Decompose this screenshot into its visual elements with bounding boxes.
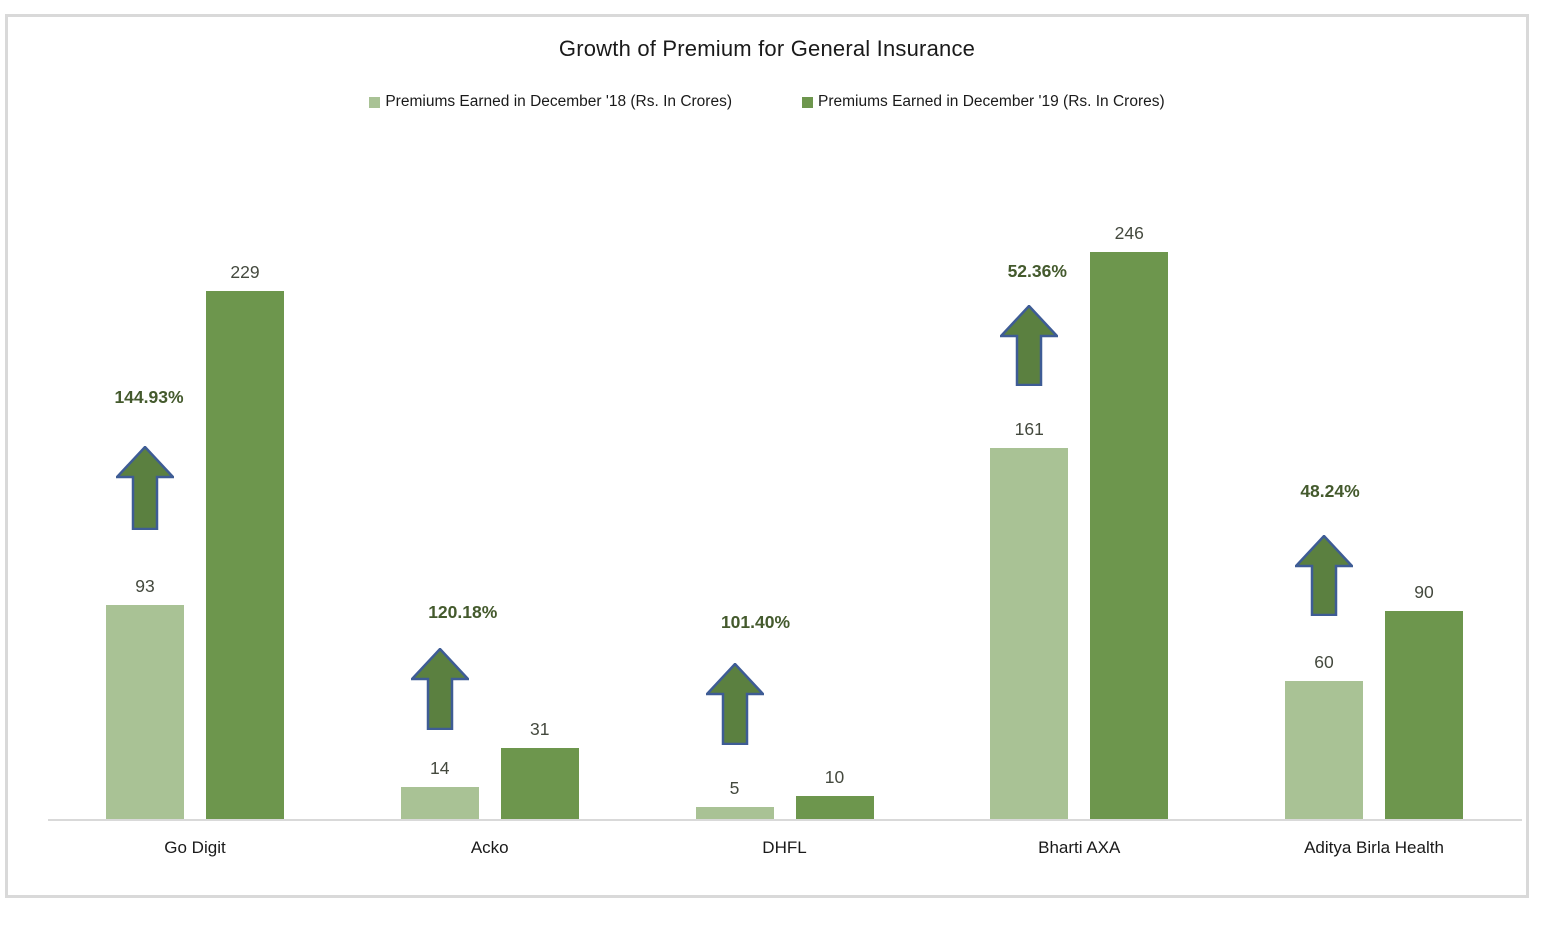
x-axis-line xyxy=(48,819,1522,821)
bar-value-label: 90 xyxy=(1414,582,1434,602)
growth-up-arrow-icon xyxy=(114,445,176,531)
bar-dec19 xyxy=(795,796,874,819)
growth-percent-label: 120.18% xyxy=(428,602,498,622)
legend-label-dec18: Premiums Earned in December '18 (Rs. In … xyxy=(385,93,732,110)
growth-percent-label: 48.24% xyxy=(1300,481,1360,501)
growth-up-arrow-icon xyxy=(1293,534,1355,617)
growth-percent-label: 144.93% xyxy=(114,387,184,407)
category-label: Go Digit xyxy=(164,838,226,857)
growth-up-arrow-icon xyxy=(408,647,471,731)
bar-value-label: 161 xyxy=(1014,419,1044,439)
legend-label-dec19: Premiums Earned in December '19 (Rs. In … xyxy=(818,93,1165,110)
bar-value-label: 229 xyxy=(230,262,260,282)
chart-title: Growth of Premium for General Insurance xyxy=(558,36,976,61)
bar-dec18 xyxy=(695,807,774,819)
bar-dec19 xyxy=(1385,611,1463,819)
category-label: Bharti AXA xyxy=(1038,838,1121,857)
bar-value-label: 5 xyxy=(729,778,740,798)
category-label: Aditya Birla Health xyxy=(1304,838,1444,857)
legend-swatch-dec19-icon xyxy=(802,96,813,108)
bar-dec19 xyxy=(1090,252,1169,819)
bar-value-label: 60 xyxy=(1314,652,1334,672)
bar-value-label: 14 xyxy=(430,758,450,778)
growth-percent-label: 101.40% xyxy=(720,612,791,632)
category-label: Acko xyxy=(470,838,509,857)
legend-item-dec19: Premiums Earned in December '19 (Rs. In … xyxy=(802,93,1165,111)
bar-value-label: 246 xyxy=(1114,223,1144,243)
growth-up-arrow-icon xyxy=(703,662,766,746)
bar-dec19 xyxy=(206,291,284,819)
bar-value-label: 31 xyxy=(530,719,550,739)
legend: Premiums Earned in December '18 (Rs. In … xyxy=(8,93,1526,111)
growth-up-arrow-icon xyxy=(998,304,1061,387)
bar-dec18 xyxy=(106,605,184,819)
chart-frame: Growth of Premium for General Insurance … xyxy=(5,14,1529,898)
bar-value-label: 93 xyxy=(135,576,155,596)
bar-dec19 xyxy=(500,748,579,819)
category-label: DHFL xyxy=(762,838,807,857)
growth-percent-label: 52.36% xyxy=(1007,261,1067,281)
legend-item-dec18: Premiums Earned in December '18 (Rs. In … xyxy=(369,93,732,111)
plot-area: 93 229 144.93% Go Digit 14 31 120.18% Acko 5 10 10… xyxy=(8,17,1526,895)
bar-dec18 xyxy=(990,448,1069,819)
legend-swatch-dec18-icon xyxy=(369,96,381,108)
bar-value-label: 10 xyxy=(824,767,845,787)
bar-dec18 xyxy=(1285,681,1363,819)
bar-dec18 xyxy=(400,787,479,819)
